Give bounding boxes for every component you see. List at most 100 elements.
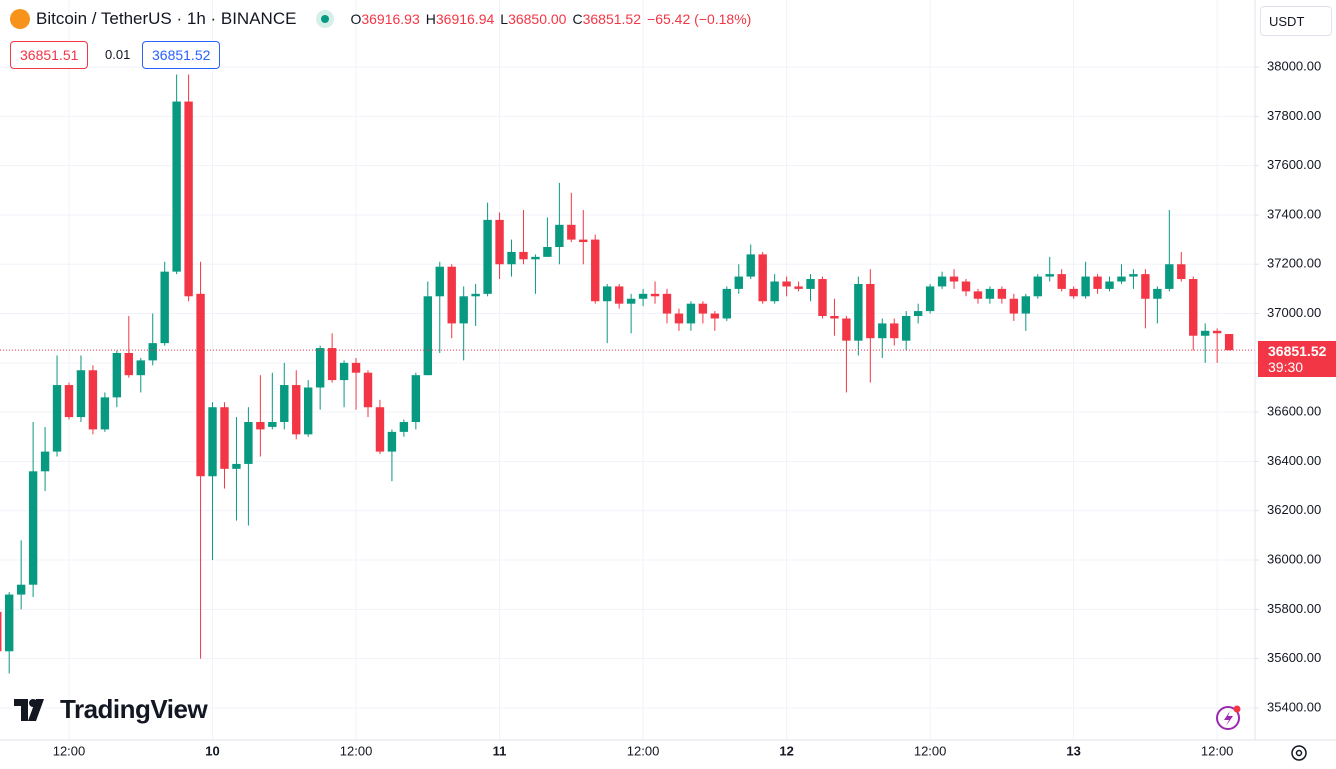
candle-body xyxy=(471,293,480,297)
candle-body xyxy=(160,271,169,344)
y-tick-label: 36400.00 xyxy=(1267,453,1321,468)
candle-body xyxy=(268,422,277,427)
candle-body xyxy=(148,343,157,361)
candle-body xyxy=(686,303,696,324)
ohlc-key: H xyxy=(425,11,436,27)
candle-body xyxy=(603,286,612,302)
candle-body xyxy=(1033,276,1042,297)
x-tick-label: 12 xyxy=(779,743,793,758)
candle-body xyxy=(1141,274,1150,299)
ohlc-key: L xyxy=(500,11,509,27)
candle-body xyxy=(1212,330,1222,334)
candle-body xyxy=(890,323,899,339)
candle-body xyxy=(507,251,516,265)
candle-body xyxy=(985,288,995,299)
candle-body xyxy=(387,431,397,452)
candle-body xyxy=(925,286,935,312)
candle-body xyxy=(363,372,373,408)
candle-body xyxy=(232,463,241,469)
candle-body xyxy=(327,348,337,381)
candle-body xyxy=(495,219,504,265)
candle-body xyxy=(710,313,720,319)
y-tick-label: 36000.00 xyxy=(1267,551,1321,566)
candle-body xyxy=(913,311,923,317)
candle-body xyxy=(244,422,253,464)
sell-button[interactable]: 36851.51 xyxy=(10,41,89,69)
spread: 0.01 xyxy=(105,47,131,62)
candle-body xyxy=(16,584,26,595)
candle-body xyxy=(937,276,947,287)
sell-price[interactable]: 36851.51 xyxy=(10,41,89,69)
candle-body xyxy=(40,451,50,472)
candle-body xyxy=(531,256,540,260)
candle-body xyxy=(698,303,708,314)
y-tick-label: 37800.00 xyxy=(1267,108,1321,123)
candle-body xyxy=(1153,288,1162,299)
candle-body xyxy=(339,362,349,381)
alert-icon[interactable] xyxy=(1216,705,1241,730)
candle-body xyxy=(794,286,803,289)
price-change: −65.42 (−0.18%) xyxy=(647,11,752,27)
candle-body xyxy=(626,298,636,304)
candle-body xyxy=(997,288,1007,299)
candle-body xyxy=(1189,279,1198,336)
candle-body xyxy=(399,422,409,432)
buy-price[interactable]: 36851.52 xyxy=(142,41,221,69)
x-tick-label: 12:00 xyxy=(914,743,947,758)
candle-body xyxy=(519,251,528,260)
x-tick-label: 10 xyxy=(205,743,219,758)
coin-icon xyxy=(10,9,30,29)
candle-body xyxy=(100,397,110,430)
candle-body xyxy=(280,385,289,423)
candle-body xyxy=(1057,274,1066,289)
candle-body xyxy=(1224,334,1234,351)
candle-body xyxy=(674,313,684,324)
last-price: 36851.52 xyxy=(1268,343,1327,360)
market-status[interactable] xyxy=(316,10,335,28)
candle-body xyxy=(614,286,624,304)
candle-body xyxy=(1045,274,1054,277)
ohlc-value: 36851.52 xyxy=(582,11,642,27)
y-tick-label: 36200.00 xyxy=(1267,502,1321,517)
candle-body xyxy=(256,422,265,430)
candle-body xyxy=(304,387,313,435)
currency-selector[interactable]: USDT xyxy=(1260,6,1332,36)
candle-body xyxy=(1093,276,1102,289)
logo-text: TradingView xyxy=(60,694,208,724)
candle-body xyxy=(52,385,62,452)
settings-icon[interactable] xyxy=(1291,745,1307,761)
candle-body xyxy=(5,594,14,652)
candle-body xyxy=(28,471,38,585)
candle-body xyxy=(842,318,851,341)
candle-body xyxy=(435,266,444,297)
ohlc-key: C xyxy=(572,11,583,27)
y-tick-label: 37400.00 xyxy=(1267,206,1321,221)
symbol-title[interactable]: Bitcoin / TetherUS · 1h · BINANCE xyxy=(36,9,297,28)
candle-body xyxy=(806,279,815,289)
candle-body xyxy=(949,276,959,282)
candle-body xyxy=(1117,276,1126,282)
y-tick-label: 35800.00 xyxy=(1267,601,1321,616)
candle-body xyxy=(1081,276,1090,297)
x-tick-label: 12:00 xyxy=(627,743,660,758)
candle-body xyxy=(220,407,229,469)
candle-body xyxy=(136,360,145,376)
y-tick-label: 35400.00 xyxy=(1267,699,1321,714)
candle-body xyxy=(830,316,839,319)
candle-body xyxy=(292,385,301,435)
candle-body xyxy=(1165,264,1174,289)
candle-body xyxy=(758,254,767,302)
buy-button[interactable]: 36851.52 xyxy=(142,41,221,69)
ohlc-key: O xyxy=(350,11,362,27)
candle-body xyxy=(878,323,887,339)
candle-body xyxy=(1129,274,1138,277)
candle-body xyxy=(196,293,205,477)
candle-body xyxy=(854,283,863,341)
candle-body xyxy=(973,291,983,299)
candle-body xyxy=(64,385,74,418)
candle-body xyxy=(543,246,552,257)
y-tick-label: 37600.00 xyxy=(1267,157,1321,172)
candle-body xyxy=(818,279,827,317)
